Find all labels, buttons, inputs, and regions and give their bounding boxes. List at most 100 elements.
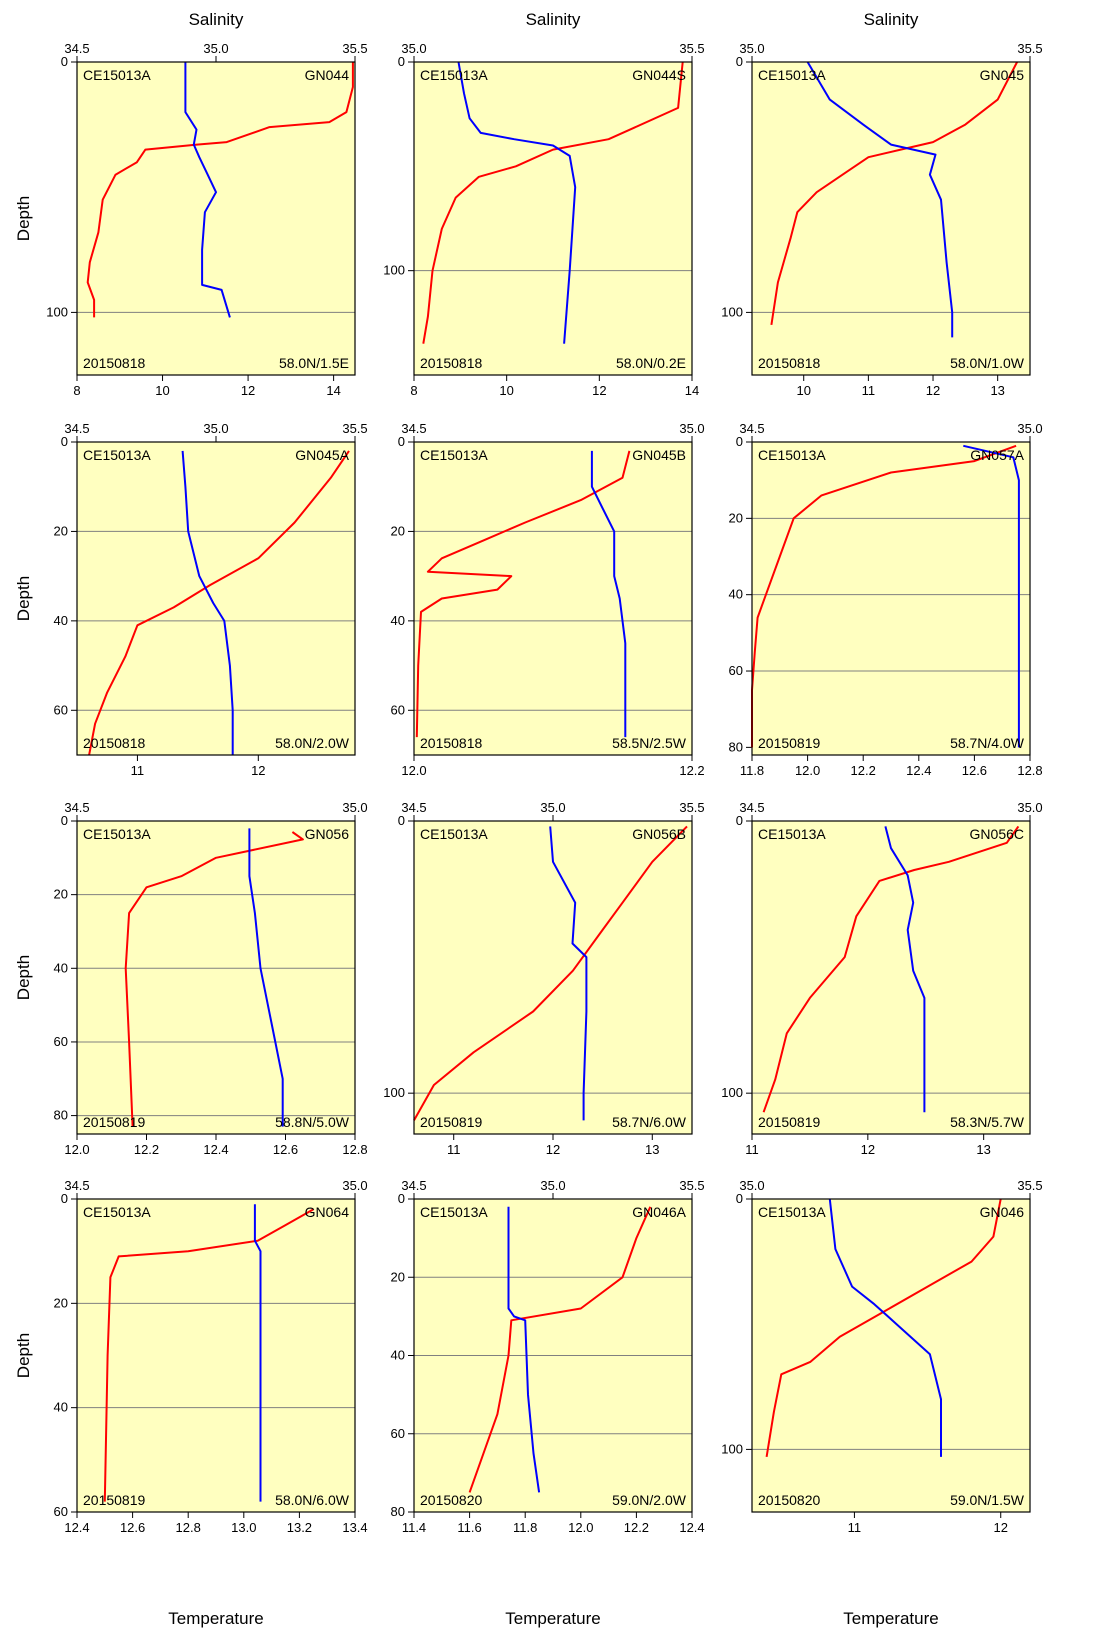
depth-tick-label: 40	[729, 587, 743, 602]
salinity-profile-line	[828, 1198, 942, 1457]
temperature-tick-label: 11.4	[402, 1520, 426, 1535]
temperature-tick-label: 10	[155, 383, 169, 398]
temperature-profile-line	[422, 61, 684, 344]
temperature-tick-label: 12.2	[624, 1520, 649, 1535]
depth-tick-label: 100	[721, 304, 743, 319]
depth-axis-title: Depth	[14, 196, 33, 241]
position-label: 59.0N/2.0W	[612, 1492, 687, 1508]
temperature-axis-title: Temperature	[843, 1609, 938, 1628]
position-label: 58.8N/5.0W	[275, 1114, 350, 1130]
date-label: 20150819	[83, 1114, 146, 1130]
salinity-tick-label: 35.5	[679, 800, 704, 815]
date-label: 20150818	[758, 355, 821, 371]
station-label: GN045A	[295, 447, 349, 463]
salinity-tick-label: 35.5	[1017, 1178, 1042, 1193]
position-label: 58.0N/6.0W	[275, 1492, 350, 1508]
cruise-label: CE15013A	[420, 447, 488, 463]
temperature-profile-line	[751, 444, 1017, 748]
station-label: GN056	[305, 826, 350, 842]
salinity-tick-label: 35.5	[1017, 41, 1042, 56]
depth-tick-label: 80	[54, 1108, 68, 1123]
salinity-tick-label: 34.5	[64, 41, 89, 56]
station-label: GN045	[980, 67, 1025, 83]
temperature-tick-label: 12.0	[795, 763, 820, 778]
date-label: 20150818	[420, 735, 483, 751]
panel-gn045a: 0 20 40 60 11 12 34.5 35.0 35.5 CE15013A GN045A 201…	[54, 421, 368, 778]
depth-tick-label: 0	[398, 1191, 405, 1206]
cruise-label: CE15013A	[758, 1204, 826, 1220]
temperature-tick-label: 12.6	[273, 1142, 298, 1157]
salinity-tick-label: 34.5	[64, 800, 89, 815]
position-label: 58.0N/1.0W	[950, 355, 1025, 371]
temperature-tick-label: 12.8	[1017, 763, 1042, 778]
salinity-tick-label: 34.5	[739, 800, 764, 815]
plot-background	[77, 442, 355, 755]
plot-background	[77, 1199, 355, 1512]
date-label: 20150819	[83, 1492, 146, 1508]
depth-tick-label: 60	[391, 1426, 405, 1441]
salinity-profile-line	[253, 1204, 262, 1502]
depth-tick-label: 0	[61, 1191, 68, 1206]
plot-frame	[751, 820, 1031, 1135]
salinity-tick-label: 35.0	[203, 41, 228, 56]
depth-axis-title: Depth	[14, 576, 33, 621]
salinity-axis-title: Salinity	[864, 10, 919, 29]
temperature-tick-label: 11	[848, 1520, 862, 1535]
temperature-tick-label: 12	[926, 383, 940, 398]
salinity-tick-label: 35.0	[203, 421, 228, 436]
temperature-profile-line	[88, 450, 350, 756]
salinity-tick-label: 35.5	[679, 41, 704, 56]
plot-background	[752, 442, 1030, 755]
temperature-tick-label: 11	[447, 1142, 461, 1157]
temperature-tick-label: 13.0	[231, 1520, 256, 1535]
depth-tick-label: 40	[54, 960, 68, 975]
depth-tick-label: 0	[61, 813, 68, 828]
date-label: 20150819	[758, 1114, 821, 1130]
temperature-tick-label: 12	[251, 763, 265, 778]
temperature-tick-label: 14	[685, 383, 699, 398]
date-label: 20150819	[420, 1114, 483, 1130]
position-label: 58.5N/2.5W	[612, 735, 687, 751]
temperature-tick-label: 12.4	[203, 1142, 228, 1157]
station-label: GN064	[305, 1204, 350, 1220]
temperature-tick-label: 13	[976, 1142, 990, 1157]
date-label: 20150820	[758, 1492, 821, 1508]
temperature-tick-label: 12	[861, 1142, 875, 1157]
temperature-tick-label: 12.0	[64, 1142, 89, 1157]
plot-background	[414, 821, 692, 1134]
station-label: GN056B	[632, 826, 686, 842]
station-label: GN044S	[632, 67, 686, 83]
plot-frame	[751, 61, 1031, 376]
panel-gn045b: 0 20 40 60 12.0 12.2 34.5 35.0 CE15013A GN045B 201…	[391, 421, 705, 778]
temperature-tick-label: 12.8	[342, 1142, 367, 1157]
date-label: 20150818	[83, 355, 146, 371]
column-labels: Salinity Salinity Salinity	[189, 10, 919, 29]
salinity-profile-line	[457, 61, 577, 344]
depth-tick-label: 0	[736, 1191, 743, 1206]
temperature-profile-line	[765, 1198, 1002, 1458]
date-label: 20150819	[758, 735, 821, 751]
plot-background	[77, 821, 355, 1134]
depth-tick-label: 0	[398, 813, 405, 828]
depth-tick-label: 20	[391, 1269, 405, 1284]
depth-tick-label: 100	[383, 263, 405, 278]
salinity-tick-label: 34.5	[64, 421, 89, 436]
cruise-label: CE15013A	[758, 67, 826, 83]
station-label: GN046	[980, 1204, 1025, 1220]
position-label: 58.0N/2.0W	[275, 735, 350, 751]
temperature-profile-line	[468, 1206, 652, 1493]
depth-tick-label: 20	[54, 887, 68, 902]
temperature-profile-line	[103, 1208, 314, 1502]
depth-tick-label: 100	[721, 1441, 743, 1456]
temperature-tick-label: 12.2	[134, 1142, 159, 1157]
cruise-label: CE15013A	[758, 447, 826, 463]
date-label: 20150818	[83, 735, 146, 751]
panel-gn044: 0 100 8 10 12 14 34.5 35.0 35.5 CE15013A GN044 2015…	[46, 41, 367, 398]
salinity-tick-label: 35.0	[342, 800, 367, 815]
plot-background	[414, 62, 692, 375]
salinity-tick-label: 35.5	[679, 1178, 704, 1193]
panel-gn056c: 0 100 11 12 13 34.5 35.0 CE15013A GN056C 20150819…	[721, 800, 1042, 1157]
plot-frame	[76, 1198, 356, 1513]
